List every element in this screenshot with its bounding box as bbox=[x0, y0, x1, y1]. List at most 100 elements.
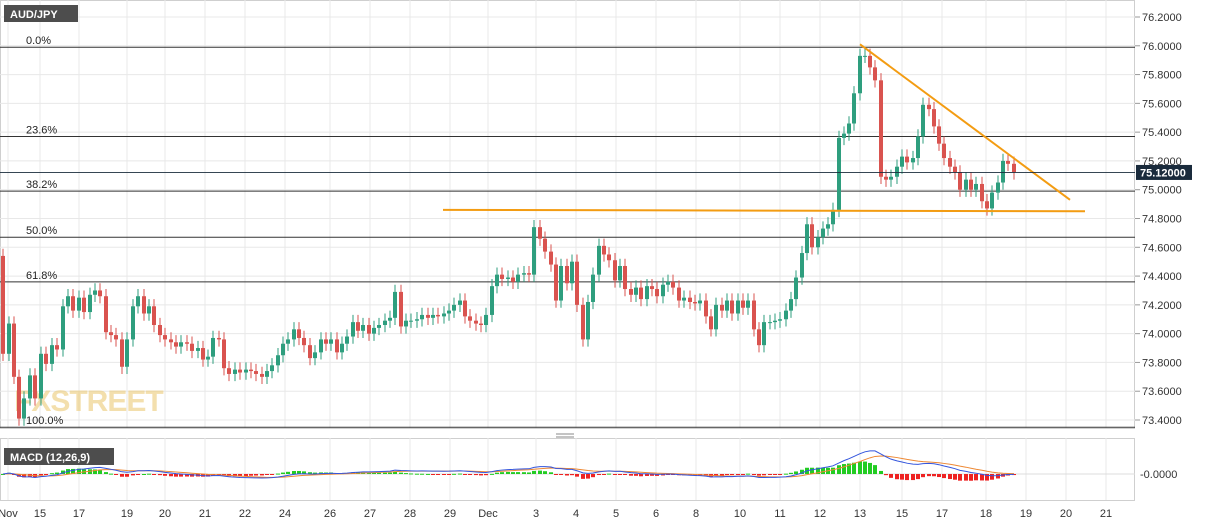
candle-body bbox=[377, 325, 381, 328]
candle-body bbox=[169, 339, 173, 343]
macd-histogram-bar bbox=[431, 474, 435, 475]
candle-body bbox=[447, 310, 451, 314]
candle-body bbox=[217, 337, 221, 340]
candle-body bbox=[752, 300, 756, 330]
macd-histogram-bar bbox=[837, 465, 841, 474]
macd-histogram-bar bbox=[607, 473, 611, 475]
macd-histogram-bar bbox=[852, 462, 856, 474]
macd-histogram-bar bbox=[773, 474, 777, 475]
macd-histogram-bar bbox=[238, 474, 242, 477]
time-tick-label: 17 bbox=[936, 508, 948, 520]
candle-body bbox=[308, 345, 312, 359]
candle-body bbox=[863, 55, 867, 57]
candle-body bbox=[7, 323, 11, 354]
macd-title[interactable]: MACD (12,26,9) bbox=[4, 448, 114, 465]
symbol-title[interactable]: AUD/JPY bbox=[4, 5, 78, 22]
candle-body bbox=[17, 376, 21, 419]
price-tick-label: 76.0000 bbox=[1142, 41, 1182, 53]
candle-body bbox=[682, 297, 686, 301]
price-tick-label: 75.2000 bbox=[1142, 156, 1182, 168]
macd-histogram-bar bbox=[142, 473, 146, 475]
macd-histogram-bar bbox=[22, 474, 26, 478]
macd-histogram-bar bbox=[93, 469, 97, 474]
candle-body bbox=[249, 369, 253, 372]
candle-body bbox=[495, 274, 499, 287]
macd-histogram-bar bbox=[831, 467, 835, 474]
macd-histogram-bar bbox=[420, 473, 424, 475]
candle-body bbox=[736, 300, 740, 314]
macd-histogram-bar bbox=[77, 468, 81, 474]
candle-body bbox=[522, 273, 526, 275]
candle-body bbox=[789, 299, 793, 311]
time-tick-label: 15 bbox=[896, 508, 908, 520]
candle-body bbox=[463, 300, 467, 317]
macd-histogram-bar bbox=[554, 474, 558, 475]
macd-histogram-bar bbox=[623, 474, 627, 475]
candle-body bbox=[281, 343, 285, 356]
fib-label: 61.8% bbox=[26, 270, 57, 282]
candle-body bbox=[71, 296, 75, 311]
time-tick-label: 3 bbox=[533, 508, 539, 520]
candle-body bbox=[28, 375, 32, 399]
macd-histogram-bar bbox=[868, 462, 872, 474]
trendline-resistance bbox=[859, 43, 1071, 201]
macd-histogram-bar bbox=[506, 471, 510, 474]
candle-body bbox=[383, 320, 387, 326]
candle-body bbox=[741, 300, 745, 308]
macd-histogram-bar bbox=[629, 474, 633, 476]
candle-body bbox=[937, 126, 941, 144]
candle-body bbox=[163, 335, 167, 340]
macd-histogram-bar bbox=[895, 474, 899, 480]
macd-histogram-bar bbox=[297, 470, 301, 474]
candle-body bbox=[831, 209, 835, 225]
candle-body bbox=[543, 238, 547, 252]
current-price-tag: 75.12000 bbox=[0, 164, 1192, 180]
candle-body bbox=[393, 291, 397, 318]
candle-body bbox=[671, 281, 675, 288]
macd-indicator bbox=[0, 450, 1135, 481]
candle-body bbox=[852, 93, 856, 124]
time-tick-label: 4 bbox=[573, 508, 579, 520]
candle-body bbox=[655, 289, 659, 297]
candle-body bbox=[762, 322, 766, 346]
candle-body bbox=[974, 183, 978, 190]
candle-body bbox=[916, 136, 920, 159]
candle-body bbox=[458, 300, 462, 305]
macd-histogram-bar bbox=[932, 474, 936, 477]
candle-body bbox=[948, 158, 952, 167]
macd-histogram-bar bbox=[863, 461, 867, 474]
candle-body bbox=[244, 369, 248, 373]
price-tick-label: 74.2000 bbox=[1142, 300, 1182, 312]
macd-histogram-bar bbox=[125, 474, 129, 477]
macd-histogram-bar bbox=[889, 474, 893, 478]
candles bbox=[1, 48, 1016, 426]
time-tick-label: 10 bbox=[734, 508, 746, 520]
macd-histogram-bar bbox=[538, 470, 542, 474]
candle-body bbox=[554, 264, 558, 301]
macd-histogram-bar bbox=[559, 474, 563, 475]
trendlines bbox=[442, 43, 1086, 213]
macd-histogram-bar bbox=[249, 474, 253, 476]
candle-body bbox=[297, 329, 301, 338]
macd-histogram-bar bbox=[570, 474, 574, 476]
candle-body bbox=[93, 290, 97, 295]
symbol-title-box bbox=[4, 5, 78, 22]
candle-body bbox=[238, 369, 242, 373]
candle-body bbox=[1001, 160, 1005, 183]
candle-body bbox=[329, 339, 333, 344]
macd-histogram-bar bbox=[39, 474, 43, 476]
macd-histogram-bar bbox=[778, 474, 782, 475]
macd-histogram-bar bbox=[131, 474, 135, 476]
macd-histogram-bar bbox=[158, 474, 162, 476]
macd-histogram-bar bbox=[821, 467, 825, 474]
candle-body bbox=[868, 55, 872, 68]
macd-histogram-bar bbox=[800, 469, 804, 474]
grid bbox=[0, 0, 1135, 500]
price-tick-label: 75.4000 bbox=[1142, 127, 1182, 139]
macd-histogram-bar bbox=[474, 474, 478, 476]
macd-histogram-bar bbox=[458, 473, 462, 475]
macd-histogram-bar bbox=[114, 474, 118, 475]
candle-body bbox=[39, 353, 43, 399]
candle-body bbox=[810, 224, 814, 248]
